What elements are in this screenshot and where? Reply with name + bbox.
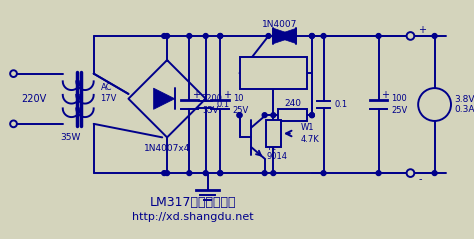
Circle shape: [310, 33, 314, 38]
Circle shape: [310, 113, 314, 118]
Text: 17V: 17V: [100, 94, 117, 103]
Circle shape: [203, 171, 208, 175]
Bar: [278, 109, 307, 121]
Text: 25V: 25V: [391, 106, 407, 115]
Circle shape: [218, 33, 223, 38]
Text: 9014: 9014: [266, 152, 288, 161]
Text: 2200: 2200: [202, 94, 223, 103]
Circle shape: [271, 171, 276, 175]
Circle shape: [162, 33, 166, 38]
Circle shape: [376, 171, 381, 175]
Bar: [265, 120, 281, 147]
Text: 100: 100: [391, 94, 407, 103]
Text: 25V: 25V: [233, 106, 249, 115]
Text: LM317应用电路一例: LM317应用电路一例: [150, 196, 237, 209]
Circle shape: [262, 171, 267, 175]
Circle shape: [310, 113, 314, 118]
Circle shape: [218, 171, 223, 175]
Circle shape: [10, 120, 17, 127]
Circle shape: [321, 171, 326, 175]
Circle shape: [407, 169, 414, 177]
Text: 240: 240: [284, 99, 301, 108]
Text: +: +: [418, 25, 426, 35]
Circle shape: [237, 113, 242, 118]
Bar: [239, 57, 307, 89]
Circle shape: [10, 70, 17, 77]
Polygon shape: [273, 28, 296, 44]
Circle shape: [407, 32, 414, 40]
Text: 0.1: 0.1: [216, 100, 229, 109]
Circle shape: [266, 33, 271, 38]
Circle shape: [237, 113, 242, 118]
Text: W1: W1: [301, 123, 314, 132]
Circle shape: [187, 171, 191, 175]
Text: +: +: [223, 90, 231, 100]
Text: 3.8V
0.3A: 3.8V 0.3A: [454, 95, 474, 114]
Circle shape: [162, 171, 166, 175]
Text: http://xd.shangdu.net: http://xd.shangdu.net: [132, 212, 254, 222]
Circle shape: [164, 171, 170, 175]
Text: 1N4007: 1N4007: [263, 20, 298, 29]
Circle shape: [262, 113, 267, 118]
Polygon shape: [154, 88, 175, 109]
Text: 1N4007x4: 1N4007x4: [144, 144, 190, 153]
Circle shape: [432, 171, 437, 175]
Circle shape: [203, 33, 208, 38]
Text: 0.1: 0.1: [334, 100, 347, 109]
Text: AC: AC: [100, 83, 112, 92]
Circle shape: [271, 113, 276, 118]
Text: T1: T1: [266, 142, 277, 152]
Text: 10: 10: [233, 94, 243, 103]
Circle shape: [418, 88, 451, 121]
Circle shape: [187, 33, 191, 38]
Circle shape: [218, 171, 223, 175]
Circle shape: [218, 33, 223, 38]
Text: LM317T: LM317T: [253, 68, 294, 78]
Text: -: -: [418, 174, 422, 184]
Circle shape: [321, 33, 326, 38]
Polygon shape: [273, 28, 296, 44]
Text: 35V: 35V: [202, 106, 218, 115]
Circle shape: [310, 33, 314, 38]
Text: 4.7K: 4.7K: [301, 135, 319, 144]
Text: 35W: 35W: [60, 133, 81, 142]
Text: +: +: [382, 90, 390, 100]
Circle shape: [376, 33, 381, 38]
Text: +: +: [192, 90, 200, 100]
Text: 220V: 220V: [21, 94, 46, 104]
Circle shape: [164, 33, 170, 38]
Circle shape: [432, 33, 437, 38]
